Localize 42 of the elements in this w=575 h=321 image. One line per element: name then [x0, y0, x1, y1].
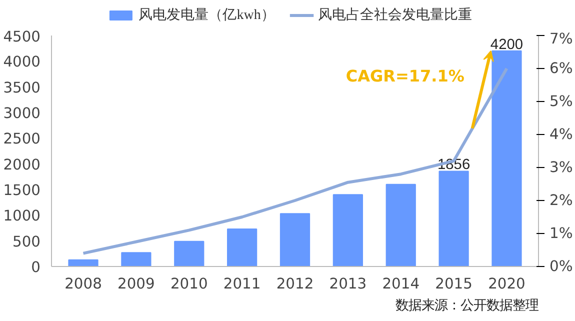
y2-tick-label: 0%: [550, 258, 573, 275]
y-tick-label: 1000: [3, 208, 41, 225]
bar: [227, 228, 258, 266]
x-tick-label: 2012: [276, 276, 314, 292]
bar: [438, 170, 469, 266]
x-tick-label: 2020: [488, 276, 526, 292]
y2-tick-label: 3%: [550, 159, 573, 176]
y-tick-label: 3500: [3, 79, 41, 96]
bar: [492, 50, 522, 266]
bar: [280, 213, 310, 266]
y-tick-label: 500: [12, 233, 41, 250]
legend-label: 风电发电量（亿kwh）: [138, 7, 275, 23]
x-tick-label: 2014: [382, 276, 420, 292]
y-tick-label: 3000: [3, 105, 41, 122]
source-note: 数据来源：公开数据整理: [396, 298, 538, 314]
x-tick-label: 2008: [64, 276, 102, 292]
y-tick-label: 2000: [3, 156, 41, 174]
bar: [332, 194, 363, 266]
x-tick-label: 2009: [118, 276, 155, 292]
y-tick-label: 1500: [3, 182, 41, 199]
x-tick-label: 2011: [223, 276, 261, 292]
y2-tick-label: 4%: [550, 126, 573, 143]
y-tick-label: 4000: [3, 54, 41, 71]
y2-tick-label: 6%: [550, 60, 573, 77]
bar: [68, 259, 98, 266]
line-series: [82, 67, 508, 255]
bar: [386, 184, 416, 266]
legend-label: 风电占全社会发电量比重: [318, 7, 472, 23]
annotation: CAGR=17.1%: [346, 66, 464, 86]
y2-tick-label: 1%: [550, 225, 573, 242]
x-tick-label: 2010: [170, 276, 208, 292]
y-tick-label: 4500: [3, 28, 41, 46]
y2-tick-label: 5%: [550, 93, 573, 110]
bar: [121, 252, 152, 266]
y-tick-label: 0: [31, 259, 41, 276]
x-tick-label: 2013: [329, 276, 367, 292]
bar: [174, 240, 204, 266]
y-tick-label: 2500: [3, 130, 41, 148]
y2-tick-label: 7%: [550, 30, 573, 48]
x-tick-label: 2015: [435, 276, 472, 292]
y2-tick-label: 2%: [550, 192, 573, 209]
data-label: 4200: [490, 36, 524, 53]
